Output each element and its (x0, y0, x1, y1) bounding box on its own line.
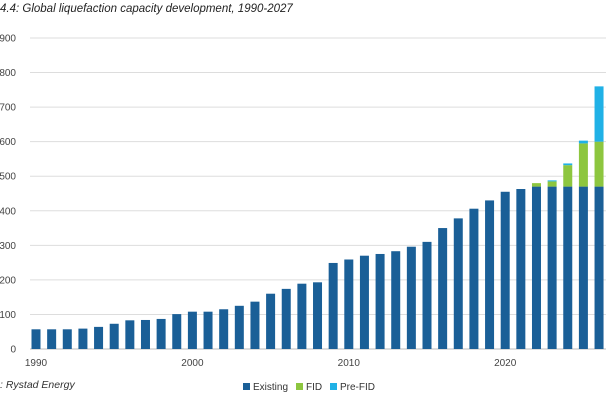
bars (31, 86, 604, 349)
bar-fid-2023 (547, 181, 557, 187)
bar-existing-1992 (62, 329, 72, 349)
bar-existing-2003 (234, 305, 244, 349)
bar-existing-1993 (78, 328, 88, 349)
bar-existing-2022 (531, 186, 541, 349)
bar-fid-2025 (578, 143, 588, 187)
bar-existing-1995 (109, 323, 119, 349)
bar-existing-2023 (547, 186, 557, 349)
x-tick-label: 2020 (494, 358, 517, 369)
y-axis-ticks: 0 100 200 300 400 500 600 700 800 900 (0, 34, 16, 356)
bar-existing-2015 (422, 241, 432, 349)
legend-label: Pre-FID (340, 382, 375, 393)
y-tick-label: 200 (0, 275, 16, 286)
y-tick-label: 600 (0, 137, 16, 148)
bar-existing-2002 (219, 309, 229, 349)
bar-existing-2025 (578, 186, 588, 349)
bar-existing-2024 (563, 186, 573, 349)
legend-swatch (330, 383, 337, 390)
bar-existing-1997 (140, 319, 150, 349)
bar-existing-2004 (250, 301, 260, 349)
bar-pre-fid-2024 (563, 163, 573, 166)
legend-label: Existing (253, 382, 288, 393)
legend-swatch (296, 383, 303, 390)
y-tick-label: 800 (0, 68, 16, 79)
bar-existing-1990 (31, 329, 41, 349)
bar-existing-2020 (500, 191, 510, 349)
bar-existing-2026 (594, 186, 604, 349)
source-note: : Rystad Energy (0, 379, 75, 391)
bar-existing-2011 (359, 255, 369, 349)
y-tick-label: 0 (10, 345, 16, 356)
y-tick-label: 700 (0, 103, 16, 114)
bar-existing-1996 (125, 320, 135, 349)
bar-fid-2022 (531, 183, 541, 187)
y-tick-label: 900 (0, 34, 16, 45)
bar-existing-1991 (47, 329, 57, 349)
bar-existing-2009 (328, 262, 338, 349)
x-tick-label: 2010 (338, 358, 361, 369)
bar-existing-2017 (453, 218, 463, 349)
bar-existing-2013 (391, 251, 401, 349)
bar-existing-2005 (266, 293, 276, 349)
y-tick-label: 300 (0, 241, 16, 252)
bar-existing-2001 (203, 311, 213, 349)
x-tick-label: 2000 (181, 358, 204, 369)
x-tick-label: 1990 (25, 358, 48, 369)
bar-existing-2016 (438, 228, 448, 349)
bar-pre-fid-2023 (547, 180, 557, 182)
legend-swatch (243, 383, 250, 390)
bar-existing-2018 (469, 208, 479, 349)
bar-existing-2010 (344, 259, 354, 349)
bar-pre-fid-2026 (594, 86, 604, 142)
legend: Existing FID Pre-FID (243, 382, 375, 393)
legend-label: FID (306, 382, 322, 393)
y-tick-label: 400 (0, 206, 16, 217)
bar-existing-1999 (172, 314, 182, 349)
y-tick-label: 500 (0, 172, 16, 183)
chart-title: 4.4: Global liquefaction capacity develo… (0, 3, 293, 15)
bar-existing-2008 (313, 282, 323, 349)
bar-fid-2024 (563, 165, 573, 187)
bar-fid-2026 (594, 141, 604, 187)
bar-existing-2014 (406, 246, 416, 349)
bar-pre-fid-2025 (578, 140, 588, 144)
x-axis-ticks: 1990 2000 2010 2020 (25, 358, 517, 369)
bar-existing-2021 (516, 189, 526, 349)
bar-existing-1998 (156, 318, 166, 349)
bar-existing-1994 (94, 326, 104, 349)
bar-existing-2019 (485, 200, 495, 349)
bar-existing-2007 (297, 283, 307, 349)
bar-existing-2000 (187, 311, 197, 349)
y-tick-label: 100 (0, 310, 16, 321)
bar-existing-2006 (281, 288, 291, 349)
bar-existing-2012 (375, 253, 385, 349)
